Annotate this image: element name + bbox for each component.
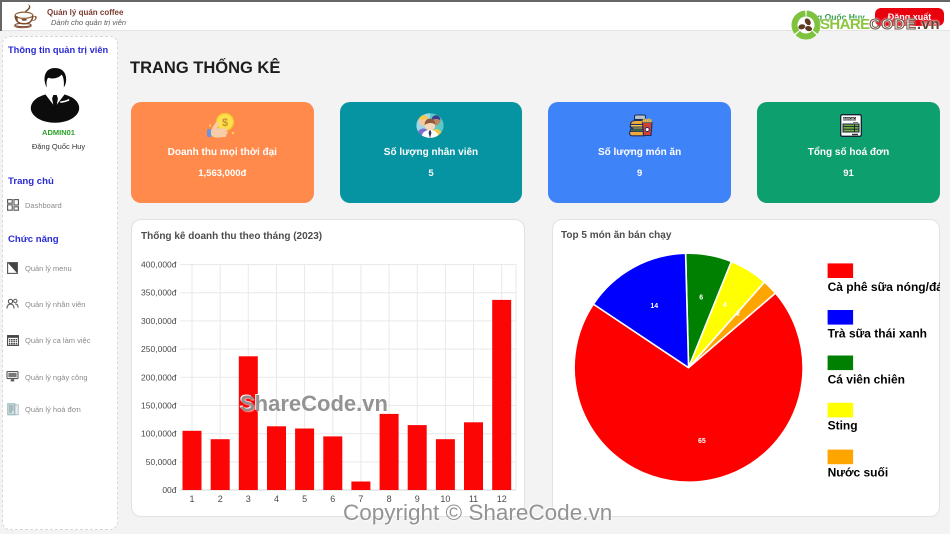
svg-text:5: 5 [302,494,307,504]
svg-text:4: 4 [723,302,727,309]
svg-text:6: 6 [699,294,703,301]
svg-text:$: $ [222,117,228,129]
svg-text:12: 12 [497,494,507,504]
svg-text:65: 65 [698,438,706,445]
svg-text:4: 4 [274,494,279,504]
svg-text:250,000đ: 250,000đ [141,344,177,354]
svg-text:150,000đ: 150,000đ [141,401,177,411]
svg-text:8: 8 [387,494,392,504]
svg-text:14: 14 [650,303,658,310]
svg-text:100,000đ: 100,000đ [141,429,177,439]
svg-text:INVOICE: INVOICE [843,117,858,121]
svg-text:2: 2 [218,494,223,504]
svg-text:200,000đ: 200,000đ [141,372,177,382]
svg-text:Nước suối: Nước suối [827,466,888,480]
svg-text:400,000đ: 400,000đ [141,260,177,270]
svg-text:7: 7 [358,494,363,504]
svg-text:300,000đ: 300,000đ [141,316,177,326]
svg-text:Cá viên chiên: Cá viên chiên [827,373,904,387]
svg-text:9: 9 [415,494,420,504]
svg-text:1: 1 [189,494,194,504]
svg-text:3: 3 [246,494,251,504]
svg-text:Sting: Sting [827,419,857,433]
svg-text:10: 10 [440,494,450,504]
svg-text:350,000đ: 350,000đ [141,288,177,298]
svg-text:2: 2 [736,310,740,317]
svg-text:Cà phê sữa nóng/đá: Cà phê sữa nóng/đá [827,280,939,294]
svg-text:Trà sữa thái xanh: Trà sữa thái xanh [827,327,926,341]
svg-text:00đ: 00đ [162,485,176,495]
svg-text:6: 6 [330,494,335,504]
svg-text:50,000đ: 50,000đ [146,457,177,467]
svg-text:11: 11 [469,494,478,504]
